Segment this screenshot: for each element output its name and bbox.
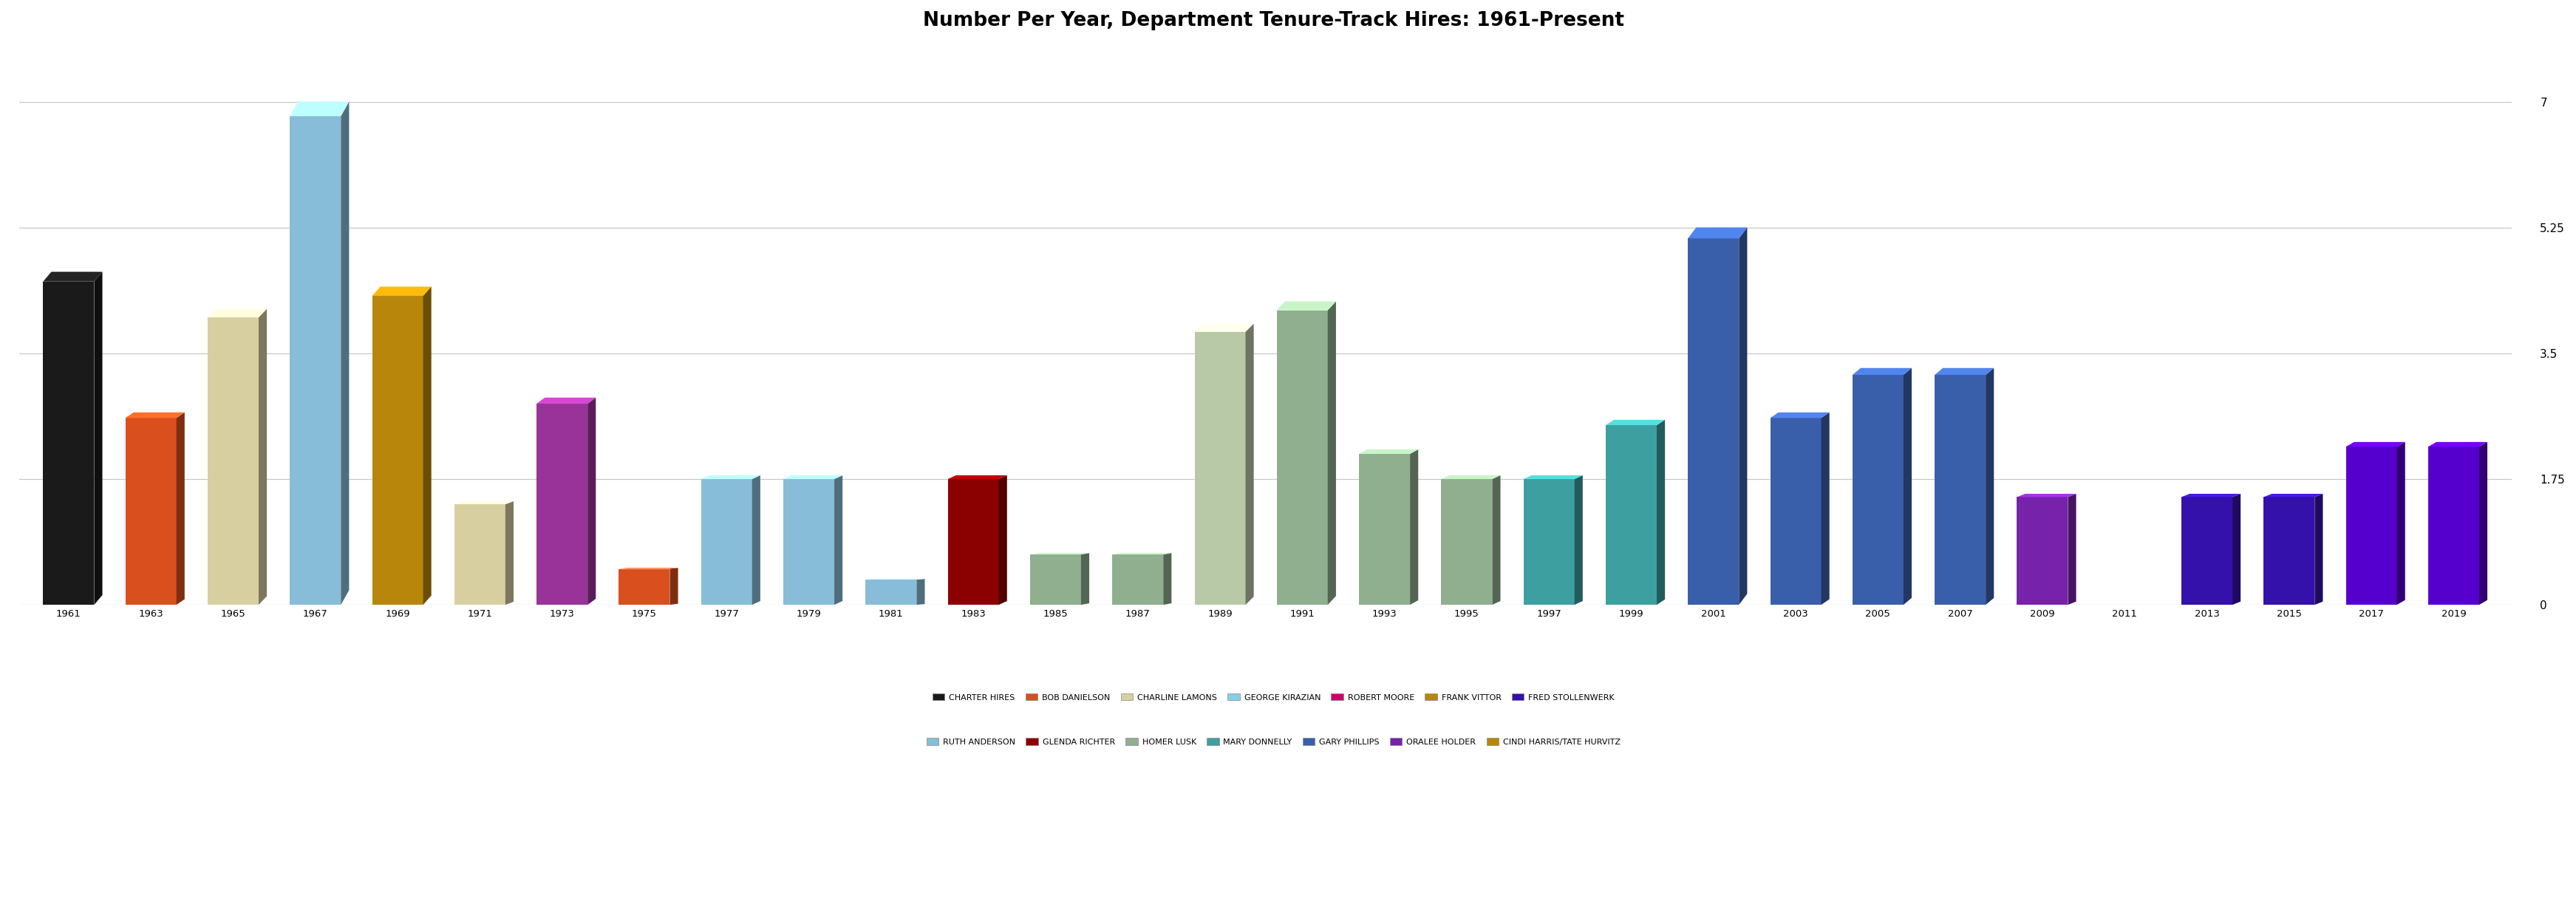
Polygon shape — [175, 413, 185, 604]
Polygon shape — [2017, 494, 2076, 497]
Polygon shape — [2017, 497, 2069, 604]
Polygon shape — [453, 501, 513, 504]
Polygon shape — [1605, 425, 1656, 604]
Polygon shape — [948, 479, 999, 604]
Polygon shape — [2478, 442, 2488, 604]
Polygon shape — [505, 501, 513, 604]
Polygon shape — [1492, 476, 1499, 604]
Polygon shape — [1986, 368, 1994, 604]
Polygon shape — [1522, 476, 1582, 479]
Polygon shape — [1113, 554, 1164, 604]
Polygon shape — [618, 569, 670, 604]
Polygon shape — [1935, 375, 1986, 604]
Polygon shape — [536, 397, 595, 404]
Polygon shape — [1935, 368, 1994, 375]
Polygon shape — [1195, 331, 1247, 604]
Polygon shape — [209, 309, 268, 318]
Polygon shape — [783, 476, 842, 479]
Polygon shape — [258, 309, 268, 604]
Polygon shape — [1440, 479, 1492, 604]
Polygon shape — [291, 101, 350, 116]
Polygon shape — [2429, 446, 2478, 604]
Polygon shape — [835, 476, 842, 604]
Polygon shape — [1440, 476, 1499, 479]
Polygon shape — [866, 580, 917, 604]
Polygon shape — [1030, 554, 1082, 604]
Polygon shape — [2347, 446, 2396, 604]
Polygon shape — [2069, 494, 2076, 604]
Polygon shape — [1195, 323, 1255, 331]
Polygon shape — [2264, 497, 2316, 604]
Polygon shape — [1605, 420, 1664, 425]
Polygon shape — [1327, 301, 1337, 604]
Polygon shape — [1409, 449, 1419, 604]
Polygon shape — [2347, 442, 2406, 446]
Polygon shape — [126, 418, 175, 604]
Polygon shape — [1904, 368, 1911, 604]
Polygon shape — [1522, 479, 1574, 604]
Polygon shape — [1278, 310, 1327, 604]
Polygon shape — [999, 476, 1007, 604]
Polygon shape — [1821, 413, 1829, 604]
Polygon shape — [1852, 368, 1911, 375]
Polygon shape — [2316, 494, 2324, 604]
Title: Number Per Year, Department Tenure-Track Hires: 1961-Present: Number Per Year, Department Tenure-Track… — [922, 11, 1623, 30]
Polygon shape — [1687, 238, 1739, 604]
Polygon shape — [2264, 494, 2324, 497]
Polygon shape — [1574, 476, 1582, 604]
Polygon shape — [1852, 375, 1904, 604]
Polygon shape — [1770, 418, 1821, 604]
Polygon shape — [1656, 420, 1664, 604]
Polygon shape — [1687, 227, 1747, 238]
Polygon shape — [1739, 227, 1747, 604]
Polygon shape — [536, 404, 587, 604]
Polygon shape — [701, 476, 760, 479]
Polygon shape — [2233, 494, 2241, 604]
Polygon shape — [917, 579, 925, 604]
Polygon shape — [95, 272, 103, 604]
Legend: RUTH ANDERSON, GLENDA RICHTER, HOMER LUSK, MARY DONNELLY, GARY PHILLIPS, ORALEE : RUTH ANDERSON, GLENDA RICHTER, HOMER LUS… — [927, 738, 1620, 746]
Polygon shape — [701, 479, 752, 604]
Polygon shape — [2182, 497, 2233, 604]
Polygon shape — [44, 281, 95, 604]
Polygon shape — [1360, 449, 1419, 454]
Polygon shape — [2429, 442, 2488, 446]
Polygon shape — [618, 568, 677, 569]
Polygon shape — [1082, 553, 1090, 604]
Polygon shape — [587, 397, 595, 604]
Polygon shape — [752, 476, 760, 604]
Polygon shape — [422, 287, 430, 604]
Polygon shape — [948, 476, 1007, 479]
Polygon shape — [1164, 553, 1172, 604]
Polygon shape — [1360, 454, 1409, 604]
Polygon shape — [2396, 442, 2406, 604]
Polygon shape — [1030, 553, 1090, 554]
Polygon shape — [340, 101, 350, 604]
Polygon shape — [1278, 301, 1337, 310]
Polygon shape — [209, 318, 258, 604]
Polygon shape — [371, 296, 422, 604]
Polygon shape — [453, 504, 505, 604]
Polygon shape — [126, 413, 185, 418]
Polygon shape — [44, 272, 103, 281]
Polygon shape — [2182, 494, 2241, 497]
Polygon shape — [371, 287, 430, 296]
Polygon shape — [1247, 323, 1255, 604]
Polygon shape — [783, 479, 835, 604]
Polygon shape — [1113, 553, 1172, 554]
Polygon shape — [670, 568, 677, 604]
Polygon shape — [1770, 413, 1829, 418]
Polygon shape — [291, 116, 340, 604]
